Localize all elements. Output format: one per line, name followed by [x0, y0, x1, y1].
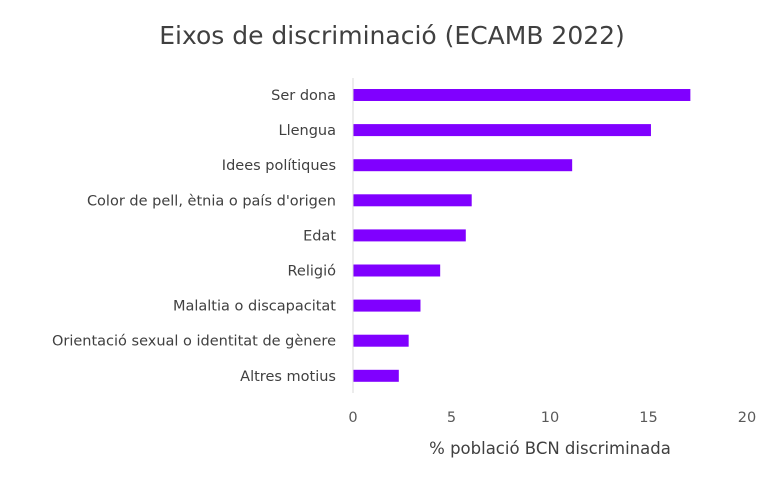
- bar: [353, 229, 466, 242]
- bar: [353, 124, 651, 137]
- x-tick-label: 10: [541, 410, 559, 426]
- x-tick-labels: 0 5 10 15 20: [348, 410, 756, 426]
- category-label: Malaltia o discapacitat: [173, 299, 336, 315]
- bar: [353, 334, 409, 347]
- x-tick-label: 15: [639, 410, 657, 426]
- x-tick-label: 5: [447, 410, 456, 426]
- category-label: Llengua: [279, 123, 337, 139]
- category-label: Religió: [287, 264, 336, 280]
- category-label: Edat: [303, 228, 336, 244]
- bar: [353, 159, 573, 172]
- bar: [353, 194, 472, 207]
- x-axis-title: % població BCN discriminada: [429, 439, 671, 458]
- chart-title: Eixos de discriminació (ECAMB 2022): [159, 21, 625, 50]
- category-label: Color de pell, ètnia o país d'origen: [87, 193, 336, 209]
- bar: [353, 369, 399, 382]
- x-tick-label: 0: [348, 410, 357, 426]
- category-label: Orientació sexual o identitat de gènere: [52, 334, 336, 350]
- bar: [353, 89, 691, 101]
- bars-group: Ser dona Llengua Idees polítiques Color de …: [52, 88, 691, 385]
- bar: [353, 264, 441, 277]
- category-label: Idees polítiques: [222, 158, 336, 174]
- category-label: Ser dona: [271, 88, 336, 104]
- category-label: Altres motius: [240, 369, 336, 385]
- bar: [353, 299, 421, 312]
- x-tick-label: 20: [738, 410, 756, 426]
